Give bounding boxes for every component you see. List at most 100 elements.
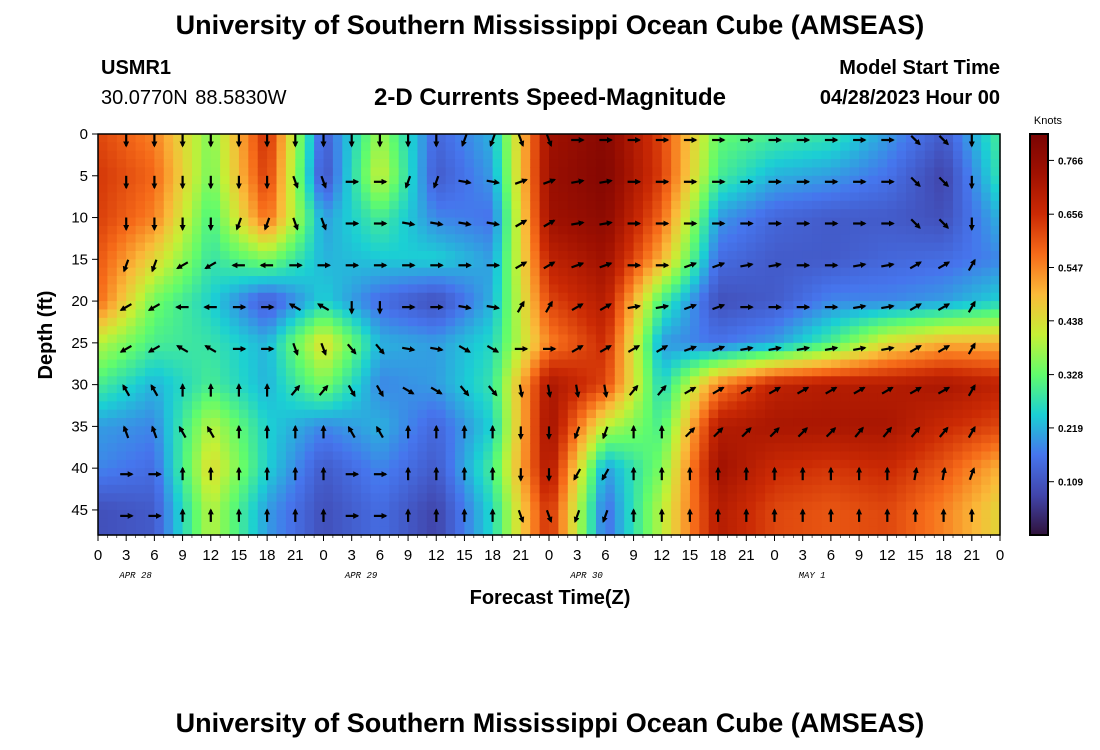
heat-cell bbox=[915, 134, 926, 143]
heat-cell bbox=[502, 351, 513, 361]
heat-cell bbox=[154, 434, 165, 444]
heat-cell bbox=[549, 167, 559, 177]
heat-cell bbox=[511, 292, 522, 302]
heat-cell bbox=[398, 250, 409, 260]
heat-cell bbox=[774, 250, 785, 260]
heat-cell bbox=[981, 217, 992, 227]
heat-cell bbox=[962, 351, 973, 361]
heat-cell bbox=[417, 209, 428, 219]
heat-cell bbox=[191, 234, 202, 244]
heat-cell bbox=[981, 501, 992, 511]
heat-cell bbox=[163, 292, 174, 302]
heat-cell bbox=[595, 351, 606, 361]
heat-cell bbox=[830, 468, 841, 478]
heat-cell bbox=[849, 376, 860, 386]
heat-cell bbox=[191, 359, 202, 369]
heat-cell bbox=[718, 276, 729, 285]
heat-cell bbox=[802, 392, 813, 402]
heat-cell bbox=[98, 276, 108, 285]
heat-cell bbox=[699, 493, 710, 503]
heat-cell bbox=[689, 509, 700, 519]
heat-cell bbox=[924, 493, 935, 503]
heat-cell bbox=[812, 276, 823, 285]
heat-cell bbox=[755, 284, 766, 294]
heat-cell bbox=[483, 317, 494, 327]
heat-cell bbox=[163, 192, 174, 202]
heat-cell bbox=[595, 409, 606, 419]
heat-cell bbox=[483, 418, 494, 427]
heat-cell bbox=[755, 376, 766, 386]
current-arrow bbox=[458, 220, 472, 227]
heat-cell bbox=[689, 367, 700, 377]
heat-cell bbox=[267, 484, 278, 494]
heat-cell bbox=[351, 184, 362, 194]
heat-cell bbox=[492, 359, 503, 369]
heat-cell bbox=[962, 267, 973, 277]
heat-cell bbox=[182, 184, 193, 194]
heat-cell bbox=[135, 342, 146, 352]
heat-cell bbox=[567, 409, 578, 419]
heat-cell bbox=[718, 142, 729, 152]
heat-cell bbox=[765, 418, 776, 427]
heat-cell bbox=[896, 142, 907, 152]
heat-cell bbox=[896, 434, 907, 444]
heat-cell bbox=[342, 142, 353, 152]
x-tick-label: 21 bbox=[738, 547, 755, 564]
heat-cell bbox=[304, 150, 315, 160]
current-arrow bbox=[430, 386, 443, 395]
heat-cell bbox=[98, 217, 108, 227]
heat-cell bbox=[971, 443, 982, 453]
x-tick-label: 0 bbox=[545, 547, 553, 564]
heat-cell bbox=[379, 501, 390, 511]
heat-cell bbox=[314, 451, 325, 461]
heat-cell bbox=[210, 234, 221, 244]
heat-cell bbox=[953, 276, 964, 285]
heat-cell bbox=[154, 309, 165, 319]
heat-cell bbox=[173, 159, 184, 169]
heat-cell bbox=[755, 484, 766, 494]
heat-cell bbox=[295, 142, 306, 152]
heat-cell bbox=[840, 292, 851, 302]
heat-cell bbox=[765, 334, 776, 344]
heat-cell bbox=[539, 184, 550, 194]
heat-cell bbox=[379, 276, 390, 285]
heat-cell bbox=[793, 134, 804, 143]
heat-cell bbox=[859, 317, 870, 327]
heat-cell bbox=[577, 459, 588, 469]
heat-cell bbox=[135, 234, 146, 244]
heat-cell bbox=[426, 292, 437, 302]
heat-cell bbox=[642, 217, 653, 227]
heat-cell bbox=[577, 409, 588, 419]
heat-cell bbox=[680, 342, 691, 352]
heat-cell bbox=[201, 501, 212, 511]
heat-cell bbox=[502, 459, 513, 469]
heat-cell bbox=[445, 501, 456, 511]
heat-cell bbox=[671, 175, 682, 185]
heat-cell bbox=[924, 267, 935, 277]
heat-cell bbox=[520, 443, 531, 453]
heat-cell bbox=[971, 501, 982, 511]
heat-cell bbox=[736, 242, 747, 252]
heat-cell bbox=[783, 376, 794, 386]
heat-cell bbox=[520, 342, 531, 352]
heat-cell bbox=[577, 509, 588, 519]
heat-cell bbox=[520, 134, 531, 143]
heat-cell bbox=[304, 367, 315, 377]
heat-cell bbox=[455, 443, 466, 453]
heat-cell bbox=[689, 401, 700, 411]
heat-cell bbox=[962, 518, 973, 528]
heat-cell bbox=[783, 418, 794, 427]
heat-cell bbox=[144, 392, 155, 402]
heat-cell bbox=[840, 334, 851, 344]
heat-cell bbox=[812, 242, 823, 252]
heat-cell bbox=[614, 476, 625, 486]
heat-cell bbox=[539, 134, 550, 143]
heat-cell bbox=[182, 484, 193, 494]
heat-cell bbox=[361, 159, 372, 169]
heat-cell bbox=[379, 518, 390, 528]
heat-cell bbox=[934, 443, 945, 453]
heat-cell bbox=[774, 351, 785, 361]
heat-cell bbox=[539, 284, 550, 294]
heat-cell bbox=[868, 501, 879, 511]
heat-cell bbox=[736, 334, 747, 344]
